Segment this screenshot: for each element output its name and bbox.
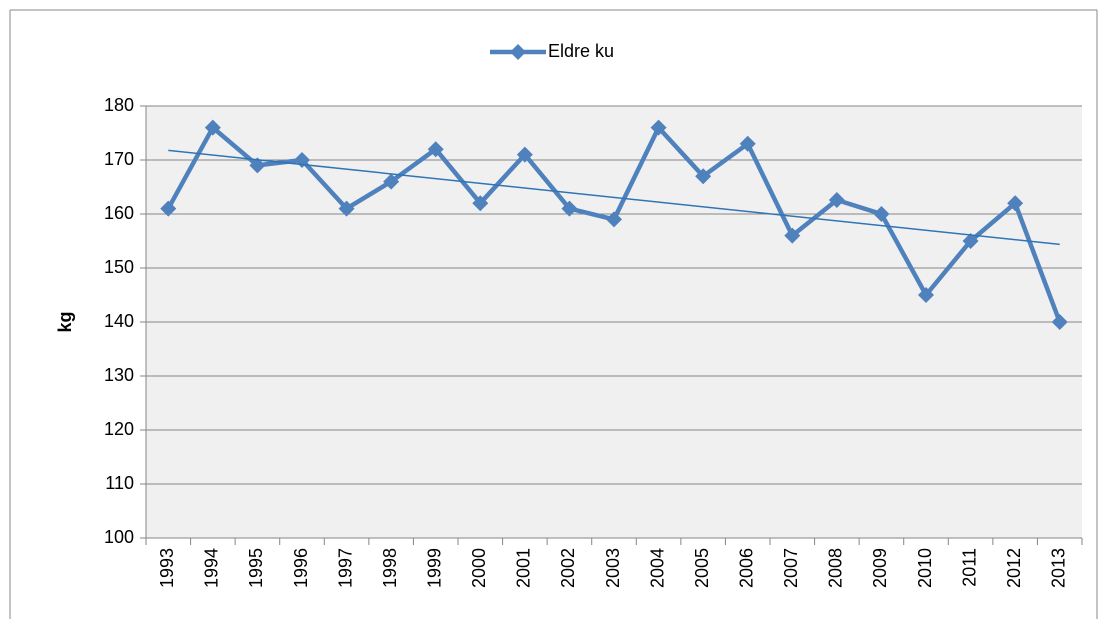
y-tick-label: 120	[104, 419, 134, 439]
marker	[516, 146, 533, 163]
legend-label: Eldre ku	[548, 41, 614, 61]
y-tick-label: 130	[104, 365, 134, 385]
marker	[1007, 195, 1024, 212]
y-tick-label: 100	[104, 527, 134, 547]
marker	[204, 119, 221, 136]
marker	[918, 287, 934, 303]
y-axis-label: kg	[55, 311, 75, 332]
y-tick-label: 110	[105, 473, 134, 493]
marker	[606, 211, 622, 228]
marker	[1051, 314, 1068, 330]
marker	[784, 227, 801, 244]
marker	[427, 141, 444, 158]
x-tick-label: 2001	[514, 548, 534, 588]
x-tick-label: 1993	[157, 548, 177, 588]
x-tick-label: 1998	[380, 548, 400, 588]
marker	[695, 168, 712, 185]
marker	[962, 233, 979, 249]
marker	[249, 157, 266, 174]
x-tick-label: 2000	[469, 548, 489, 588]
x-tick-label: 2013	[1048, 548, 1068, 588]
x-tick-label: 1995	[246, 548, 266, 588]
x-tick-label: 2006	[736, 548, 756, 588]
x-tick-label: 2008	[826, 548, 846, 588]
x-tick-label: 2011	[959, 548, 979, 587]
x-tick-label: 2009	[870, 548, 890, 588]
marker	[383, 173, 400, 190]
x-tick-label: 1996	[291, 548, 311, 588]
y-tick-label: 160	[104, 203, 134, 223]
marker	[472, 195, 489, 212]
marker	[338, 200, 355, 217]
x-tick-label: 2012	[1004, 548, 1024, 588]
marker	[739, 135, 756, 152]
y-tick-label: 140	[104, 311, 134, 331]
marker	[561, 200, 578, 217]
y-tick-label: 150	[104, 257, 134, 277]
y-tick-label: 180	[104, 95, 134, 115]
x-tick-label: 1999	[424, 548, 444, 588]
x-tick-label: 1997	[335, 548, 355, 588]
legend-marker	[510, 44, 526, 60]
marker	[650, 119, 667, 136]
x-tick-label: 2007	[781, 548, 801, 588]
y-tick-label: 170	[104, 149, 134, 169]
x-tick-label: 2010	[915, 548, 935, 588]
marker	[873, 206, 890, 222]
x-tick-label: 2004	[647, 548, 667, 588]
x-tick-label: 2002	[558, 548, 578, 588]
x-tick-label: 2005	[692, 548, 712, 588]
x-tick-label: 1994	[202, 548, 222, 588]
marker	[160, 200, 177, 217]
trendline	[168, 149, 1060, 246]
x-tick-label: 2003	[603, 548, 623, 588]
marker	[828, 191, 845, 208]
